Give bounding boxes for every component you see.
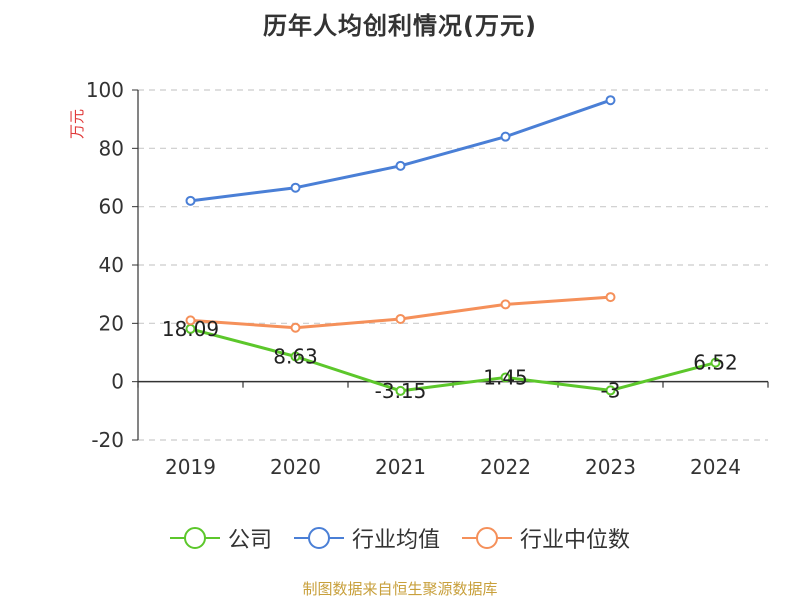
data-point-company: [605, 385, 616, 396]
y-tick-label: -20: [91, 428, 124, 452]
legend-marker-icon: [169, 527, 220, 549]
legend-marker-icon: [293, 527, 344, 549]
legend-item-company[interactable]: 公司: [169, 522, 272, 554]
x-tick-label: 2022: [480, 455, 531, 479]
data-point-company: [395, 385, 406, 396]
x-tick-label: 2024: [690, 455, 741, 479]
legend-marker-icon: [462, 527, 512, 549]
data-point-industry-median: [185, 315, 196, 326]
y-tick-label: 100: [86, 78, 124, 102]
data-point-industry-median: [605, 292, 616, 303]
data-point-industry-mean: [395, 160, 406, 171]
data-label: -3.15: [375, 379, 427, 403]
x-tick-label: 2023: [585, 455, 636, 479]
data-point-industry-median: [395, 313, 406, 324]
data-point-industry-mean: [605, 95, 616, 106]
series-line-company: [190, 327, 716, 393]
data-point-company: [710, 357, 721, 368]
legend-item-industry-median[interactable]: 行业中位数: [462, 522, 630, 554]
data-label: 1.45: [483, 365, 528, 389]
y-tick-label: 0: [111, 370, 124, 394]
legend-item-industry-mean[interactable]: 行业均值: [293, 522, 440, 554]
data-label: 18.09: [162, 317, 219, 341]
data-point-industry-mean: [185, 195, 196, 206]
chart-legend: 公司 行业均值 行业中位数: [0, 522, 800, 554]
x-tick-label: 2020: [270, 455, 321, 479]
data-point-company: [500, 372, 511, 383]
legend-label: 公司: [227, 528, 272, 553]
y-tick-label: 40: [99, 253, 124, 277]
y-tick-label: 60: [99, 195, 124, 219]
data-label: -3: [601, 378, 621, 402]
data-label: 6.52: [693, 351, 738, 375]
y-tick-label: 20: [99, 311, 124, 335]
data-point-industry-median: [290, 322, 301, 333]
x-tick-label: 2021: [375, 455, 426, 479]
chart-source: 制图数据来自恒生聚源数据库: [302, 580, 498, 598]
chart-title: 历年人均创利情况(万元): [263, 12, 537, 40]
x-tick-label: 2019: [165, 455, 216, 479]
data-label: 8.63: [273, 344, 318, 368]
data-point-company: [290, 351, 301, 362]
data-point-industry-mean: [290, 182, 301, 193]
series-line-industry-mean: [190, 98, 611, 203]
y-axis-title: 万元: [68, 109, 86, 139]
data-point-industry-median: [500, 299, 511, 310]
data-point-industry-mean: [500, 131, 511, 142]
y-tick-label: 80: [99, 136, 124, 160]
legend-label: 行业均值: [351, 528, 440, 553]
legend-label: 行业中位数: [520, 528, 631, 553]
